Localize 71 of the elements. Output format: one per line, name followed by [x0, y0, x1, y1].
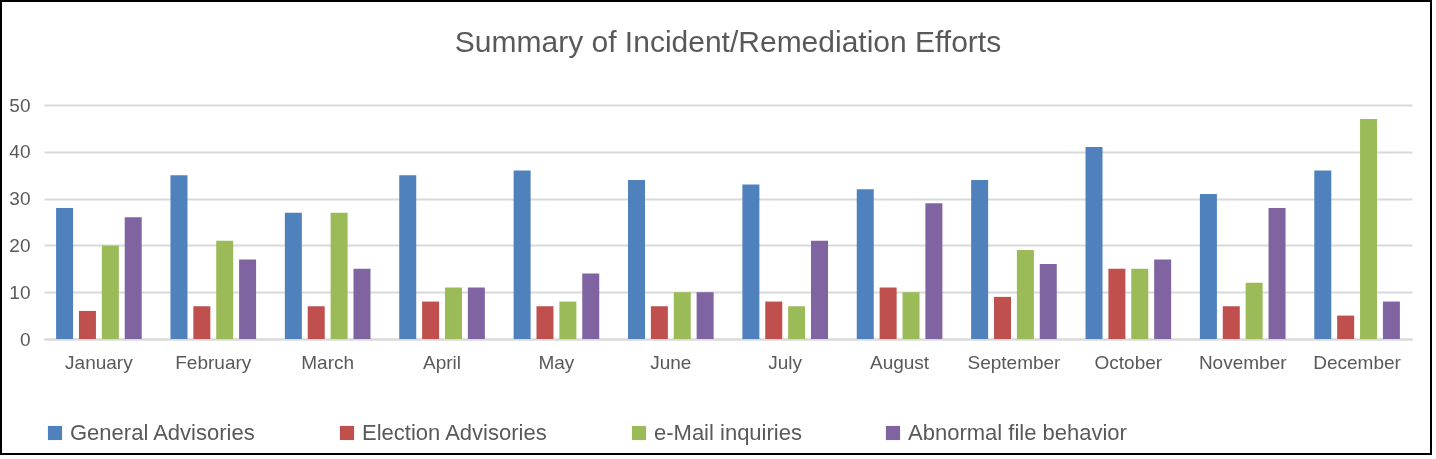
bar [788, 306, 806, 339]
legend-label: Election Advisories [362, 420, 547, 445]
bar [1268, 207, 1286, 339]
x-tick-label: September [967, 351, 1062, 373]
bar [765, 301, 783, 339]
bar [56, 207, 74, 339]
x-tick-label: March [301, 351, 355, 373]
chart-title: Summary of Incident/Remediation Efforts [454, 25, 1002, 58]
bar [1360, 119, 1378, 339]
y-tick-label: 0 [19, 328, 31, 350]
bar [101, 245, 119, 339]
x-tick-label: August [869, 351, 930, 373]
bar [879, 287, 897, 339]
bar [78, 310, 96, 339]
bar [1337, 315, 1355, 339]
x-tick-label: October [1094, 351, 1163, 373]
bar [330, 212, 348, 339]
bar [1016, 250, 1034, 339]
bar [742, 184, 760, 339]
bar [559, 301, 577, 339]
bar [216, 240, 234, 339]
bar [422, 301, 440, 339]
bar [1314, 170, 1332, 339]
bar [902, 292, 920, 339]
bar [811, 240, 829, 339]
x-tick-label: January [65, 351, 134, 373]
bar [353, 268, 371, 339]
legend-label: General Advisories [70, 420, 255, 445]
bar [536, 306, 554, 339]
bar [284, 212, 302, 339]
y-tick-label: 50 [9, 94, 31, 116]
legend-label: Abnormal file behavior [908, 420, 1127, 445]
bar [582, 273, 600, 339]
bar [193, 306, 211, 339]
bar [1245, 282, 1263, 339]
bar [1382, 301, 1400, 339]
y-tick-label: 20 [9, 234, 31, 256]
bar [124, 217, 142, 339]
x-tick-label: May [538, 351, 575, 373]
x-tick-label: February [175, 351, 252, 373]
bar [239, 259, 257, 339]
bar [650, 306, 668, 339]
x-tick-label: April [423, 351, 462, 373]
y-tick-label: 10 [9, 281, 31, 303]
x-tick-label: December [1313, 351, 1402, 373]
bar [971, 179, 989, 339]
y-tick-label: 30 [9, 188, 31, 210]
bar [1222, 306, 1240, 339]
bar [307, 306, 325, 339]
bar [1199, 193, 1217, 339]
bar [856, 189, 874, 339]
bar [673, 292, 691, 339]
x-tick-label: June [650, 351, 692, 373]
bar [925, 203, 943, 339]
bar [467, 287, 485, 339]
bar [1085, 147, 1103, 339]
bar [170, 175, 188, 339]
x-tick-label: November [1198, 351, 1288, 373]
bar [1108, 268, 1126, 339]
bar [444, 287, 462, 339]
bar [994, 296, 1012, 339]
legend-label: e-Mail inquiries [654, 420, 802, 445]
bar [1154, 259, 1172, 339]
bar [513, 170, 531, 339]
bar [696, 292, 714, 339]
x-tick-label: July [768, 351, 803, 373]
bar [627, 179, 645, 339]
bar [399, 175, 417, 339]
y-tick-label: 40 [9, 141, 31, 163]
bar [1131, 268, 1149, 339]
bar [1039, 264, 1057, 339]
